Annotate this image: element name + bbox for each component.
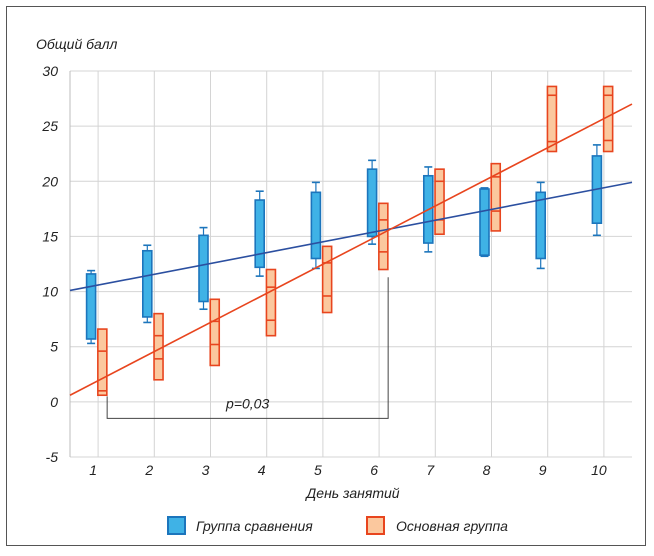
y-axis-ticks: -5 0 5 10 15 20 25 30 (41, 63, 58, 465)
legend-label-main: Основная группа (396, 518, 508, 534)
box-body (546, 85, 558, 153)
comparison-box (310, 181, 322, 270)
x-tick-label: 2 (144, 462, 153, 478)
x-tick-label: 8 (483, 462, 491, 478)
x-tick-label: 4 (258, 462, 266, 478)
box-body (142, 249, 153, 318)
y-tick-label: 5 (50, 339, 58, 355)
comparison-box (535, 181, 547, 270)
box-body (479, 188, 490, 256)
trend-line-comparison (69, 181, 633, 292)
box-body (378, 202, 389, 271)
main-box (546, 85, 558, 153)
comparison-box (198, 226, 209, 311)
significance-bracket (106, 277, 389, 419)
main-box (153, 312, 164, 381)
box-body (85, 273, 97, 340)
x-tick-label: 5 (314, 462, 322, 478)
comparison-box (366, 159, 378, 245)
significance-label: p=0,03 (225, 395, 269, 411)
box-body (198, 234, 209, 303)
y-tick-label: 30 (42, 63, 58, 79)
x-tick-label: 6 (370, 462, 378, 478)
box-body (366, 168, 378, 238)
y-tick-label: 15 (42, 228, 58, 244)
box-marks (85, 85, 614, 397)
main-box (97, 328, 108, 397)
y-tick-label: -5 (46, 449, 59, 465)
x-tick-label: 1 (89, 462, 97, 478)
main-box (265, 268, 277, 337)
grid (70, 70, 632, 458)
x-axis-ticks: 1 2 3 4 5 6 7 8 9 10 (89, 462, 607, 478)
legend-swatch-main (366, 516, 385, 535)
legend: Группа сравнения Основная группа (167, 516, 508, 535)
main-box (209, 298, 221, 367)
significance-annotation: p=0,03 (106, 277, 389, 419)
trend-line-main (69, 103, 633, 396)
x-tick-label: 7 (426, 462, 435, 478)
main-box (378, 202, 389, 271)
legend-label-comparison: Группа сравнения (196, 518, 313, 534)
box-body (535, 191, 547, 260)
comparison-box (254, 190, 265, 277)
y-tick-label: 20 (41, 173, 58, 189)
box-body (153, 312, 164, 381)
box-body (254, 199, 265, 269)
y-tick-label: 10 (42, 284, 58, 300)
x-tick-label: 3 (202, 462, 210, 478)
x-tick-label: 9 (539, 462, 547, 478)
y-axis-title: Общий балл (36, 36, 118, 52)
trend-lines (69, 103, 633, 396)
comparison-box (85, 269, 97, 345)
box-body (490, 162, 502, 232)
comparison-box (479, 187, 490, 258)
box-body (265, 268, 277, 337)
comparison-box (142, 244, 153, 324)
y-tick-label: 25 (41, 118, 58, 134)
main-box (321, 245, 333, 314)
legend-swatch-comparison (167, 516, 186, 535)
box-body (321, 245, 333, 314)
box-body (209, 298, 221, 367)
x-tick-label: 10 (591, 462, 607, 478)
box-body (97, 328, 108, 397)
box-body (310, 191, 322, 260)
x-axis-title: День занятий (304, 485, 399, 501)
y-tick-label: 0 (50, 394, 58, 410)
